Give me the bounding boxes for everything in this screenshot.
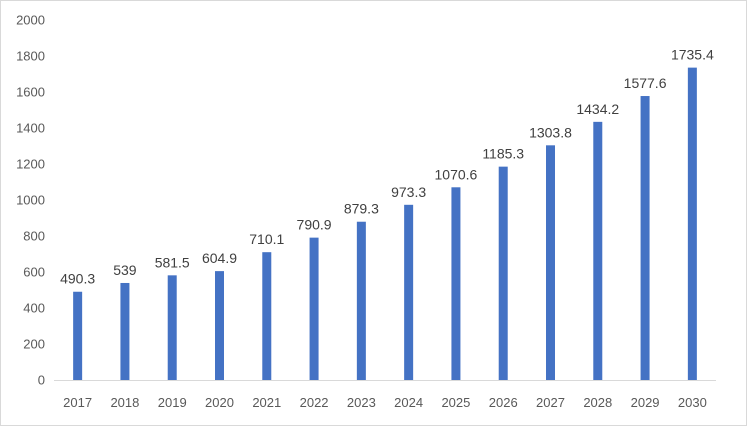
x-tick-label: 2017 bbox=[63, 395, 92, 410]
data-label: 581.5 bbox=[155, 254, 190, 270]
data-label: 1735.4 bbox=[671, 47, 714, 63]
x-tick-label: 2020 bbox=[205, 395, 234, 410]
y-tick-label: 2000 bbox=[16, 13, 45, 28]
data-label: 710.1 bbox=[249, 231, 284, 247]
data-label: 879.3 bbox=[344, 201, 379, 217]
x-tick-label: 2018 bbox=[110, 395, 139, 410]
bar-2023 bbox=[356, 221, 366, 380]
y-tick-label: 0 bbox=[38, 373, 45, 388]
y-tick-label: 1000 bbox=[16, 193, 45, 208]
y-tick-label: 1200 bbox=[16, 157, 45, 172]
x-tick-label: 2023 bbox=[347, 395, 376, 410]
x-tick-label: 2026 bbox=[489, 395, 518, 410]
y-tick-label: 1800 bbox=[16, 49, 45, 64]
data-label: 973.3 bbox=[391, 184, 426, 200]
x-tick-label: 2019 bbox=[158, 395, 187, 410]
data-label: 1070.6 bbox=[435, 166, 478, 182]
bar-2029 bbox=[640, 96, 650, 381]
data-label: 790.9 bbox=[297, 217, 332, 233]
y-axis: 0 200 400 600 800 1000 1200 1400 1600 1800 2000 bbox=[16, 13, 45, 388]
bar-2018 bbox=[120, 282, 130, 380]
x-tick-label: 2024 bbox=[394, 395, 423, 410]
y-tick-label: 400 bbox=[23, 301, 45, 316]
bar-2028 bbox=[593, 121, 603, 381]
data-label: 1303.8 bbox=[529, 124, 572, 140]
bar-2026 bbox=[498, 166, 508, 380]
x-tick-label: 2021 bbox=[252, 395, 281, 410]
bar-2022 bbox=[309, 237, 319, 380]
data-label: 490.3 bbox=[60, 271, 95, 287]
x-tick-label: 2022 bbox=[300, 395, 329, 410]
bar-2020 bbox=[215, 271, 224, 380]
bar-2021 bbox=[262, 252, 272, 380]
bar-2019 bbox=[167, 275, 177, 380]
x-tick-label: 2030 bbox=[678, 395, 707, 410]
y-tick-label: 200 bbox=[23, 337, 45, 352]
bar-2030 bbox=[687, 67, 697, 381]
y-tick-label: 600 bbox=[23, 265, 45, 280]
data-label: 1185.3 bbox=[482, 146, 524, 162]
x-axis: 2017 2018 2019 2020 2021 2022 2023 2024 2025 2026… bbox=[54, 380, 716, 410]
y-tick-label: 1600 bbox=[16, 85, 45, 100]
data-labels: 490.3 539 581.5 604.9 710.1 790.9 879.3 973.3 10… bbox=[60, 47, 714, 287]
x-tick-label: 2027 bbox=[536, 395, 565, 410]
x-tick-label: 2028 bbox=[583, 395, 612, 410]
y-tick-label: 800 bbox=[23, 229, 45, 244]
data-label: 1434.2 bbox=[576, 101, 619, 117]
bar-2017 bbox=[73, 291, 83, 380]
y-tick-label: 1400 bbox=[16, 121, 45, 136]
x-tick-label: 2025 bbox=[441, 395, 470, 410]
bar-2027 bbox=[546, 145, 555, 380]
bar-2025 bbox=[451, 187, 461, 380]
bars bbox=[73, 67, 697, 381]
data-label: 539 bbox=[113, 262, 137, 278]
x-tick-label: 2029 bbox=[631, 395, 660, 410]
data-label: 1577.6 bbox=[624, 75, 667, 91]
bar-2024 bbox=[404, 204, 414, 380]
data-label: 604.9 bbox=[202, 250, 237, 266]
